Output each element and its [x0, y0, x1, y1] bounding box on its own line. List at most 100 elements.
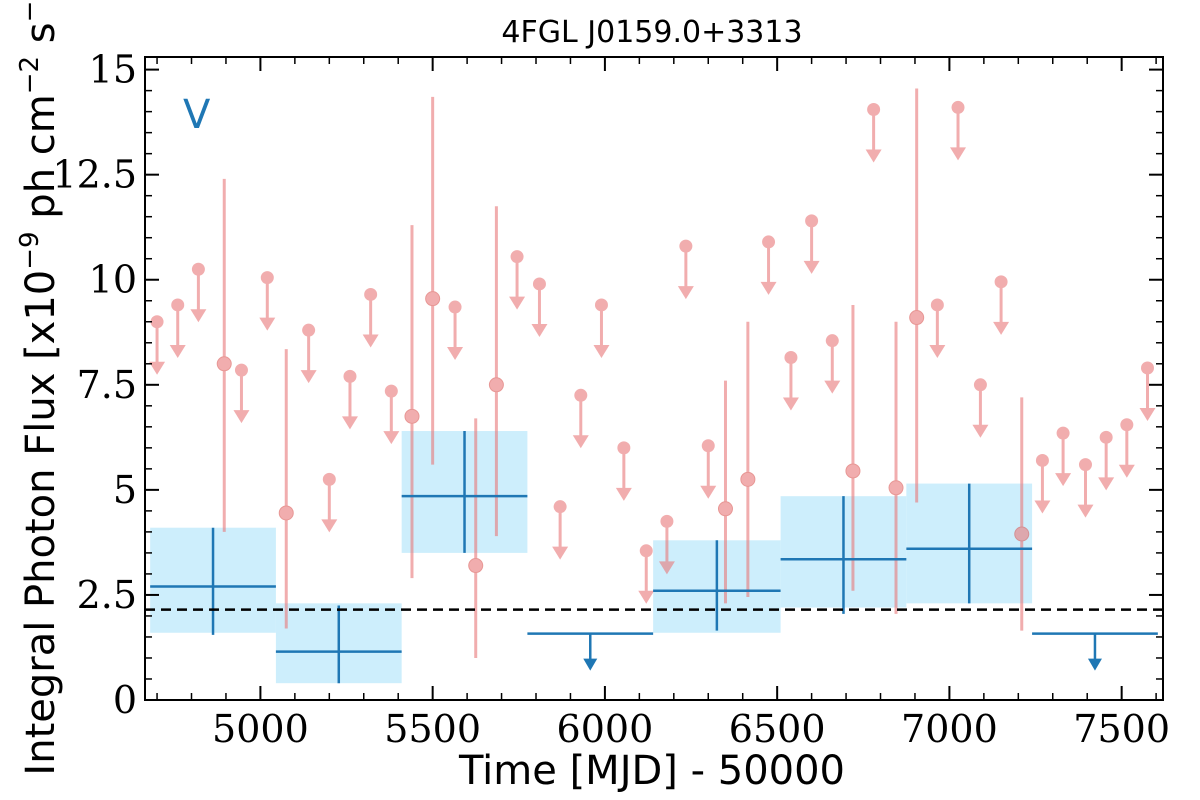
monthly-detection: [909, 88, 925, 503]
y-axis-label-part: ph cm: [18, 94, 64, 231]
upper-limit-point: [1120, 418, 1134, 432]
upper-limit-arrowhead: [700, 485, 717, 499]
upper-limit-arrowhead: [190, 309, 207, 323]
upper-limit-arrowhead: [658, 561, 675, 575]
monthly-upper-limit: [509, 250, 526, 310]
monthly-detection: [216, 178, 232, 532]
y-axis-label-exp: −9: [15, 231, 45, 269]
monthly-detection: [488, 206, 504, 537]
upper-limit-point: [234, 363, 248, 377]
monthly-upper-limit: [233, 363, 250, 424]
upper-limit-arrowhead: [593, 344, 610, 358]
upper-limit-point: [805, 214, 819, 228]
upper-limit-arrowhead: [803, 260, 820, 274]
yearly-upper-limit: [527, 632, 654, 671]
y-tick-label: 10: [89, 258, 137, 302]
upper-limit-arrowhead: [233, 410, 250, 424]
upper-limit-point: [951, 100, 965, 114]
monthly-upper-limit: [593, 298, 610, 358]
upper-limit-point: [260, 271, 274, 285]
axis-ticks: 5000 5500 6000 6500 7000 7500 0 2.5 5 7.5 10 12.5 15: [52, 48, 1170, 751]
y-tick-label: 0: [113, 678, 137, 722]
upper-limit-point: [150, 315, 164, 329]
monthly-upper-limit: [300, 323, 317, 384]
monthly-upper-limit: [865, 103, 882, 163]
y-axis-label-exp: −2: [15, 56, 45, 94]
yearly-detection: [906, 483, 1033, 604]
y-axis-label-part: Integral Photon Flux [x10: [18, 270, 64, 776]
upper-limit-arrowhead: [259, 317, 276, 331]
upper-limit-arrowhead: [972, 424, 989, 438]
monthly-upper-limit: [1034, 453, 1051, 514]
monthly-detection: [404, 225, 420, 579]
monthly-upper-limit: [950, 100, 967, 161]
yearly-detection: [150, 527, 276, 635]
upper-limit-point: [594, 298, 608, 312]
upper-limit-arrowhead: [638, 590, 655, 604]
monthly-upper-limit: [169, 298, 186, 358]
monthly-upper-limit: [993, 275, 1010, 335]
chart-title: 4FGL J0159.0+3313: [501, 15, 802, 50]
yearly-detection: [780, 496, 907, 614]
upper-limit-point: [574, 388, 588, 402]
upper-limit-point: [660, 514, 674, 528]
y-tick-label: 7.5: [77, 363, 137, 407]
monthly-upper-limit: [190, 262, 207, 323]
plot-frame: [144, 56, 1164, 701]
yearly-detection: [653, 540, 781, 631]
upper-limit-point: [973, 378, 987, 392]
y-tick-label: 12.5: [52, 153, 137, 197]
y-tick-label: 2.5: [77, 573, 137, 617]
upper-limit-point: [1078, 458, 1092, 472]
detection-point: [216, 356, 232, 372]
x-tick-label: 7500: [1073, 707, 1170, 751]
upper-limit-point: [364, 287, 378, 301]
upper-limit-arrowhead: [300, 370, 317, 384]
upper-limit-point: [384, 384, 398, 398]
upper-limit-point: [701, 439, 715, 453]
x-tick-label: 6500: [729, 707, 826, 751]
upper-limit-point: [617, 441, 631, 455]
upper-limit-arrowhead: [865, 149, 882, 163]
detection-point: [488, 377, 504, 393]
upper-limit-point: [994, 275, 1008, 289]
detection-point: [845, 463, 861, 479]
monthly-detection: [740, 321, 756, 598]
upper-limit-point: [679, 239, 693, 253]
upper-limit-point: [639, 544, 653, 558]
monthly-upper-limit: [1055, 426, 1072, 487]
y-axis-label-exp: −1: [15, 0, 45, 22]
monthly-upper-limit: [1098, 430, 1115, 491]
upper-limit-arrowhead: [383, 431, 400, 445]
detection-point: [404, 408, 420, 424]
monthly-upper-limit: [1118, 418, 1135, 478]
upper-limit-arrowhead: [929, 344, 946, 358]
upper-limit-arrowhead: [677, 286, 694, 300]
upper-limit-point: [784, 350, 798, 364]
upper-limit-arrowhead: [824, 380, 841, 394]
detection-point: [909, 310, 925, 326]
monthly-upper-limit: [929, 298, 946, 358]
monthly-upper-limit: [760, 235, 777, 295]
upper-limit-point: [322, 472, 336, 486]
upper-limit-arrowhead: [552, 546, 569, 560]
upper-limit-point: [532, 277, 546, 291]
y-tick-label: 15: [89, 48, 137, 92]
x-tick-label: 5000: [212, 707, 309, 751]
monthly-detection: [278, 349, 294, 629]
upper-limit-arrowhead: [509, 296, 526, 310]
upper-limit-arrowhead: [1118, 464, 1135, 478]
upper-limit-arrowhead: [321, 519, 338, 533]
detection-point: [425, 291, 441, 307]
detection-point: [888, 480, 904, 496]
monthly-upper-limit: [658, 514, 675, 575]
x-tick-label: 5500: [384, 707, 481, 751]
upper-limit-arrowhead: [572, 435, 589, 449]
upper-limit-point: [191, 262, 205, 276]
monthly-upper-limit: [638, 544, 655, 604]
x-axis-label: Time [MJD] - 50000: [458, 748, 845, 794]
upper-limit-point: [1140, 361, 1154, 375]
y-axis-label-part: s: [18, 22, 64, 56]
detection-point: [740, 471, 756, 487]
